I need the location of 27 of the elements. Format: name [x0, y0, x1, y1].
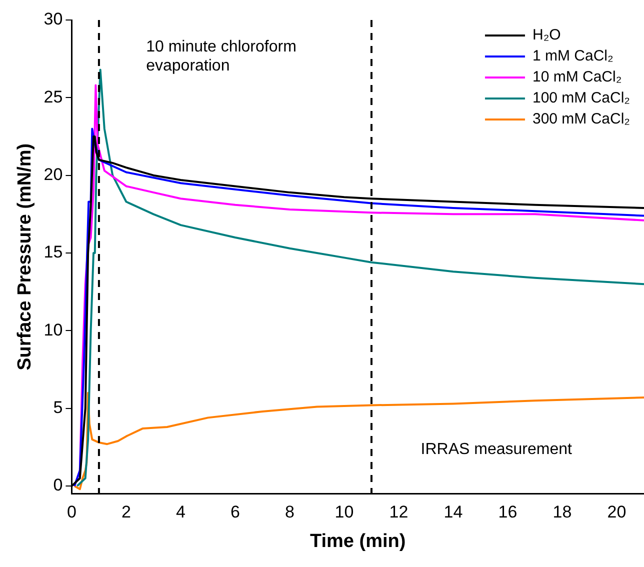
- x-tick-label: 8: [284, 502, 294, 522]
- legend-label: 300 mM CaCl₂: [532, 110, 630, 128]
- y-tick-label: 0: [53, 476, 63, 495]
- x-tick-label: 10: [334, 502, 354, 522]
- legend-label: 1 mM CaCl₂: [532, 48, 614, 65]
- y-tick-label: 10: [44, 320, 63, 340]
- y-tick-label: 5: [53, 398, 63, 418]
- x-tick-label: 2: [121, 502, 131, 522]
- x-tick-label: 16: [498, 502, 518, 522]
- x-tick-label: 4: [176, 502, 186, 522]
- legend-label: 10 mM CaCl₂: [532, 68, 622, 86]
- legend-label: 100 mM CaCl₂: [532, 90, 630, 107]
- x-tick-label: 14: [444, 502, 463, 522]
- x-axis-title: Time (min): [310, 530, 406, 552]
- y-tick-label: 20: [44, 165, 63, 184]
- x-tick-label: 6: [230, 502, 240, 522]
- y-axis-title: Surface Pressure (mN/m): [14, 143, 36, 370]
- y-tick-label: 15: [44, 242, 63, 262]
- y-tick-label: 25: [44, 87, 63, 106]
- x-tick-label: 20: [607, 502, 626, 522]
- x-tick-label: 0: [66, 502, 76, 522]
- y-tick-label: 30: [44, 10, 63, 29]
- x-tick-label: 18: [552, 502, 572, 522]
- annotation: 10 minute chloroform evaporation: [146, 38, 296, 74]
- legend-label: H₂O: [532, 26, 561, 44]
- annotation: IRRAS measurement: [420, 441, 573, 458]
- x-tick-label: 12: [389, 502, 408, 522]
